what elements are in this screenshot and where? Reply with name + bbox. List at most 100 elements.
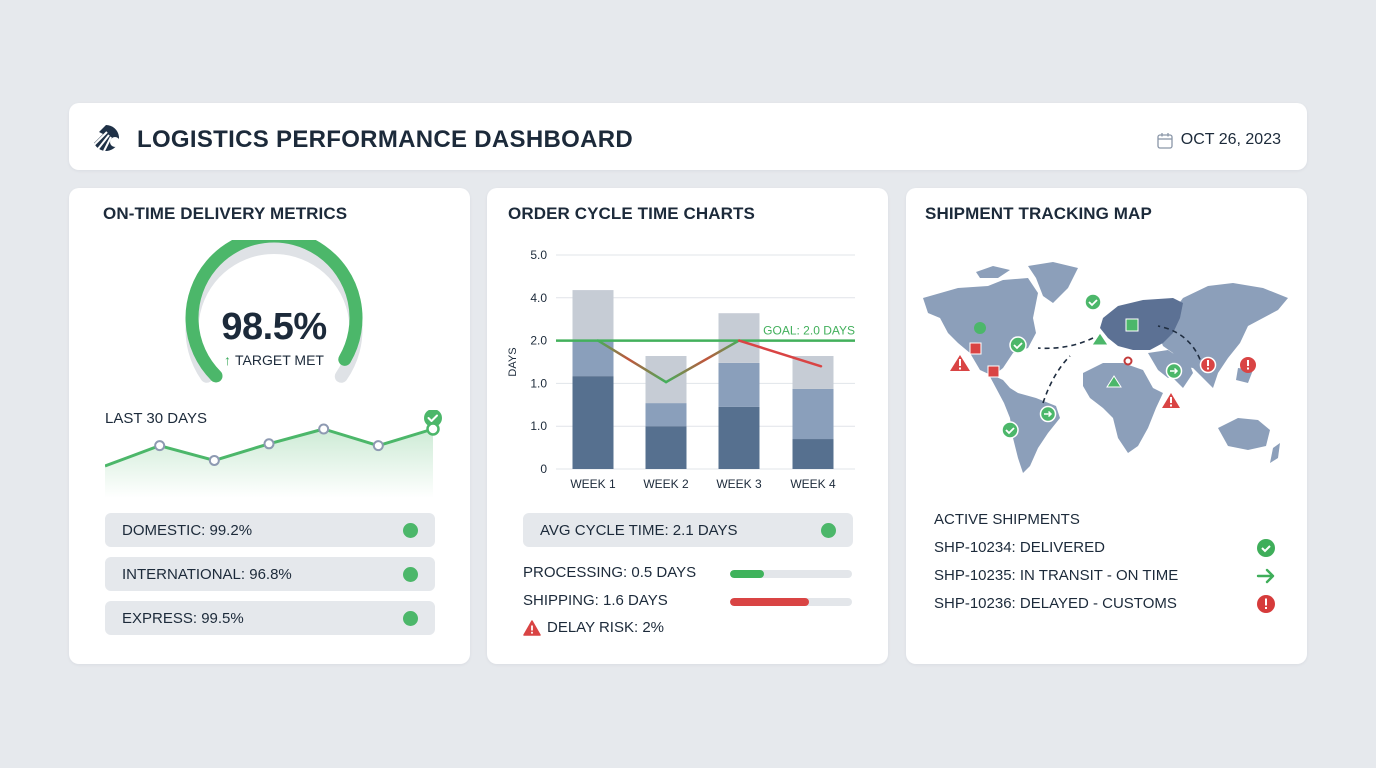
trend-point [426, 422, 440, 436]
trend-area [105, 429, 433, 498]
cycle-time-chart: 0 1.0 1.0 2.0 4.0 5.0 DAYS WEEK 1 WEEK 2 WEEK 3 WE… [507, 248, 855, 491]
check-circle-icon [1001, 421, 1019, 439]
trend-line-segment [596, 339, 668, 384]
bar-segment [792, 439, 834, 469]
y-axis-label: DAYS [507, 347, 519, 376]
metric-label: DOMESTIC: 99.2% [122, 522, 253, 539]
bar-segment [718, 313, 760, 363]
y-tick-label: 1.0 [530, 376, 547, 390]
y-tick-label: 0 [540, 462, 547, 476]
map-region-europe [1100, 298, 1183, 350]
check-circle-icon [1009, 336, 1027, 354]
card-title: SHIPMENT TRACKING MAP [925, 204, 1152, 223]
shipment-row[interactable]: SHP-10235: IN TRANSIT - ON TIME [934, 565, 1276, 587]
status-dot [821, 523, 836, 538]
shipping-progress [730, 598, 852, 606]
metric-label: INTERNATIONAL: 96.8% [122, 566, 292, 583]
in-transit-icon [1165, 362, 1183, 380]
x-tick-label: WEEK 2 [643, 477, 689, 491]
map-marker-square [969, 342, 982, 355]
check-circle-icon [1257, 539, 1275, 557]
trend-point [318, 423, 330, 435]
bar-segment [645, 426, 687, 469]
shipment-row[interactable]: SHP-10236: DELAYED - CUSTOMS [934, 593, 1276, 615]
in-transit-icon [1039, 405, 1057, 423]
trend-line-segment [664, 339, 741, 384]
bar-segment [792, 388, 834, 440]
active-shipments-title: ACTIVE SHIPMENTS [934, 511, 1080, 528]
avg-cycle-pill[interactable]: AVG CYCLE TIME: 2.1 DAYS [523, 513, 853, 547]
map-marker-square [1125, 318, 1139, 332]
shipment-tracking-card: SHIPMENT TRACKING MAP [906, 188, 1307, 664]
status-dot [403, 523, 418, 538]
shipment-label: SHP-10236: DELAYED - CUSTOMS [934, 595, 1177, 612]
trend-sparkline [105, 410, 442, 498]
shipping-row: SHIPPING: 1.6 DAYS [523, 592, 853, 612]
warning-triangle-icon [523, 619, 541, 636]
metric-express[interactable]: EXPRESS: 99.5% [105, 601, 435, 635]
trend-point [154, 440, 166, 452]
status-dot [403, 567, 418, 582]
x-tick-label: WEEK 1 [570, 477, 616, 491]
shipment-label: SHP-10235: IN TRANSIT - ON TIME [934, 567, 1179, 584]
shipment-row[interactable]: SHP-10234: DELIVERED [934, 537, 1276, 559]
card-title: ORDER CYCLE TIME CHARTS [508, 204, 755, 223]
bar-segment [718, 406, 760, 469]
target-status: ↑ TARGET MET [179, 352, 369, 368]
y-tick-label: 2.0 [530, 334, 547, 348]
gauge-value: 98.5% [221, 306, 327, 348]
card-title: ON-TIME DELIVERY METRICS [103, 204, 348, 223]
logistics-logo-icon [93, 125, 120, 152]
y-tick-label: 4.0 [530, 291, 547, 305]
warning-triangle-icon [950, 355, 970, 371]
avg-cycle-label: AVG CYCLE TIME: 2.1 DAYS [540, 522, 738, 539]
alert-circle-icon [1199, 356, 1217, 374]
metric-international[interactable]: INTERNATIONAL: 96.8% [105, 557, 435, 591]
arrow-right-icon [1256, 568, 1275, 584]
map-marker-square [987, 365, 1000, 378]
trend-point [372, 440, 384, 452]
date-text: OCT 26, 2023 [1180, 131, 1281, 148]
map-marker-triangle [1106, 375, 1122, 388]
shipping-label: SHIPPING: 1.6 DAYS [523, 592, 668, 609]
target-status-text: TARGET MET [235, 352, 324, 368]
order-cycle-card: ORDER CYCLE TIME CHARTS 0 1.0 1.0 2.0 4.0 5.0… [487, 188, 888, 664]
calendar-icon [1157, 132, 1173, 149]
date-display[interactable]: OCT 26, 2023 [1157, 131, 1281, 149]
metric-label: EXPRESS: 99.5% [122, 610, 244, 627]
processing-progress-fill [730, 570, 765, 578]
on-time-delivery-card: ON-TIME DELIVERY METRICS 98.5% ↑ TARGET M… [69, 188, 470, 664]
map-marker-triangle [1091, 332, 1109, 346]
metric-domestic[interactable]: DOMESTIC: 99.2% [105, 513, 435, 547]
bar-segment [718, 362, 760, 407]
page-title: LOGISTICS PERFORMANCE DASHBOARD [137, 126, 633, 153]
check-circle-icon [1084, 293, 1102, 311]
processing-progress [730, 570, 852, 578]
trend-point [208, 454, 220, 466]
trend-line-segment [737, 339, 823, 368]
alert-circle-icon [1240, 357, 1256, 373]
map-land [923, 262, 1288, 473]
shipment-label: SHP-10234: DELIVERED [934, 539, 1105, 556]
arrow-up-icon: ↑ [224, 352, 232, 368]
delay-risk: DELAY RISK: 2% [523, 619, 664, 636]
map-marker-circle [974, 322, 986, 334]
alert-circle-icon [1257, 595, 1275, 613]
bar-segment [572, 376, 614, 469]
processing-row: PROCESSING: 0.5 DAYS [523, 564, 853, 584]
check-circle-icon [424, 410, 442, 427]
x-tick-label: WEEK 4 [790, 477, 836, 491]
map-marker-small [1123, 356, 1133, 366]
map-markers[interactable] [950, 293, 1256, 439]
goal-label: GOAL: 2.0 DAYS [763, 324, 855, 338]
gauge-fill [185, 240, 363, 383]
delay-risk-label: DELAY RISK: 2% [547, 619, 664, 636]
on-time-gauge [179, 240, 369, 390]
dashboard-header: LOGISTICS PERFORMANCE DASHBOARD OCT 26, … [69, 103, 1307, 170]
status-dot [403, 611, 418, 626]
world-map[interactable] [918, 258, 1298, 478]
processing-label: PROCESSING: 0.5 DAYS [523, 564, 697, 581]
gauge-labels: 98.5% ↑ TARGET MET [179, 188, 369, 428]
shipment-routes [1037, 325, 1204, 404]
bar-segment [792, 356, 834, 389]
